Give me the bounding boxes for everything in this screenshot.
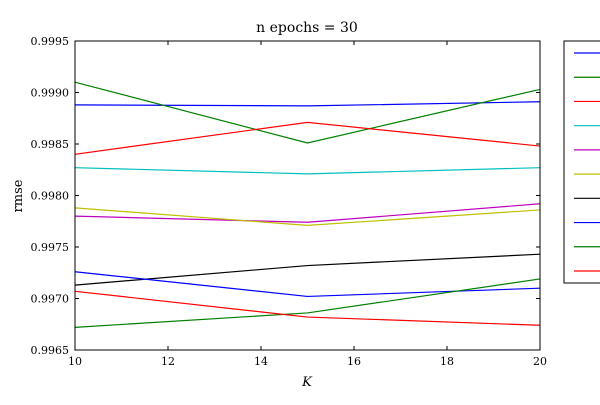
y-axis-label: rmse xyxy=(11,179,26,212)
series-line-5 xyxy=(74,203,541,223)
y-tick-label: 0.9970 xyxy=(31,293,70,306)
x-tick-label: 14 xyxy=(254,355,268,368)
series-line-2 xyxy=(74,81,541,144)
series-line-3 xyxy=(74,121,541,155)
series-line-7 xyxy=(74,253,541,286)
x-tick-label: 16 xyxy=(347,355,361,368)
chart-title: n epochs = 30 xyxy=(256,20,358,36)
y-tick-label: 0.9975 xyxy=(31,241,70,254)
series-line-4 xyxy=(74,167,541,175)
legend xyxy=(563,40,600,284)
series-line-9 xyxy=(74,278,541,328)
series-line-1 xyxy=(74,101,541,107)
x-tick-label: 18 xyxy=(440,355,454,368)
series-line-6 xyxy=(74,207,541,226)
axes-frame xyxy=(74,40,541,351)
x-tick-label: 10 xyxy=(68,355,82,368)
y-tick-label: 0.9990 xyxy=(31,87,70,100)
x-tick-label: 20 xyxy=(533,355,547,368)
x-axis-label: K xyxy=(301,375,313,390)
y-tick-label: 0.9965 xyxy=(31,344,70,357)
series-line-8 xyxy=(74,271,541,298)
x-tick-label: 12 xyxy=(161,355,175,368)
y-tick-label: 0.9995 xyxy=(31,35,70,48)
y-tick-label: 0.9980 xyxy=(31,190,70,203)
series-line-10 xyxy=(74,290,541,326)
y-tick-label: 0.9985 xyxy=(31,138,70,151)
legend-box xyxy=(563,40,600,284)
plot-area: 10 12 14 16 18 20 0.9965 0.9970 0.9975 0.9980 0.99… xyxy=(31,35,548,368)
